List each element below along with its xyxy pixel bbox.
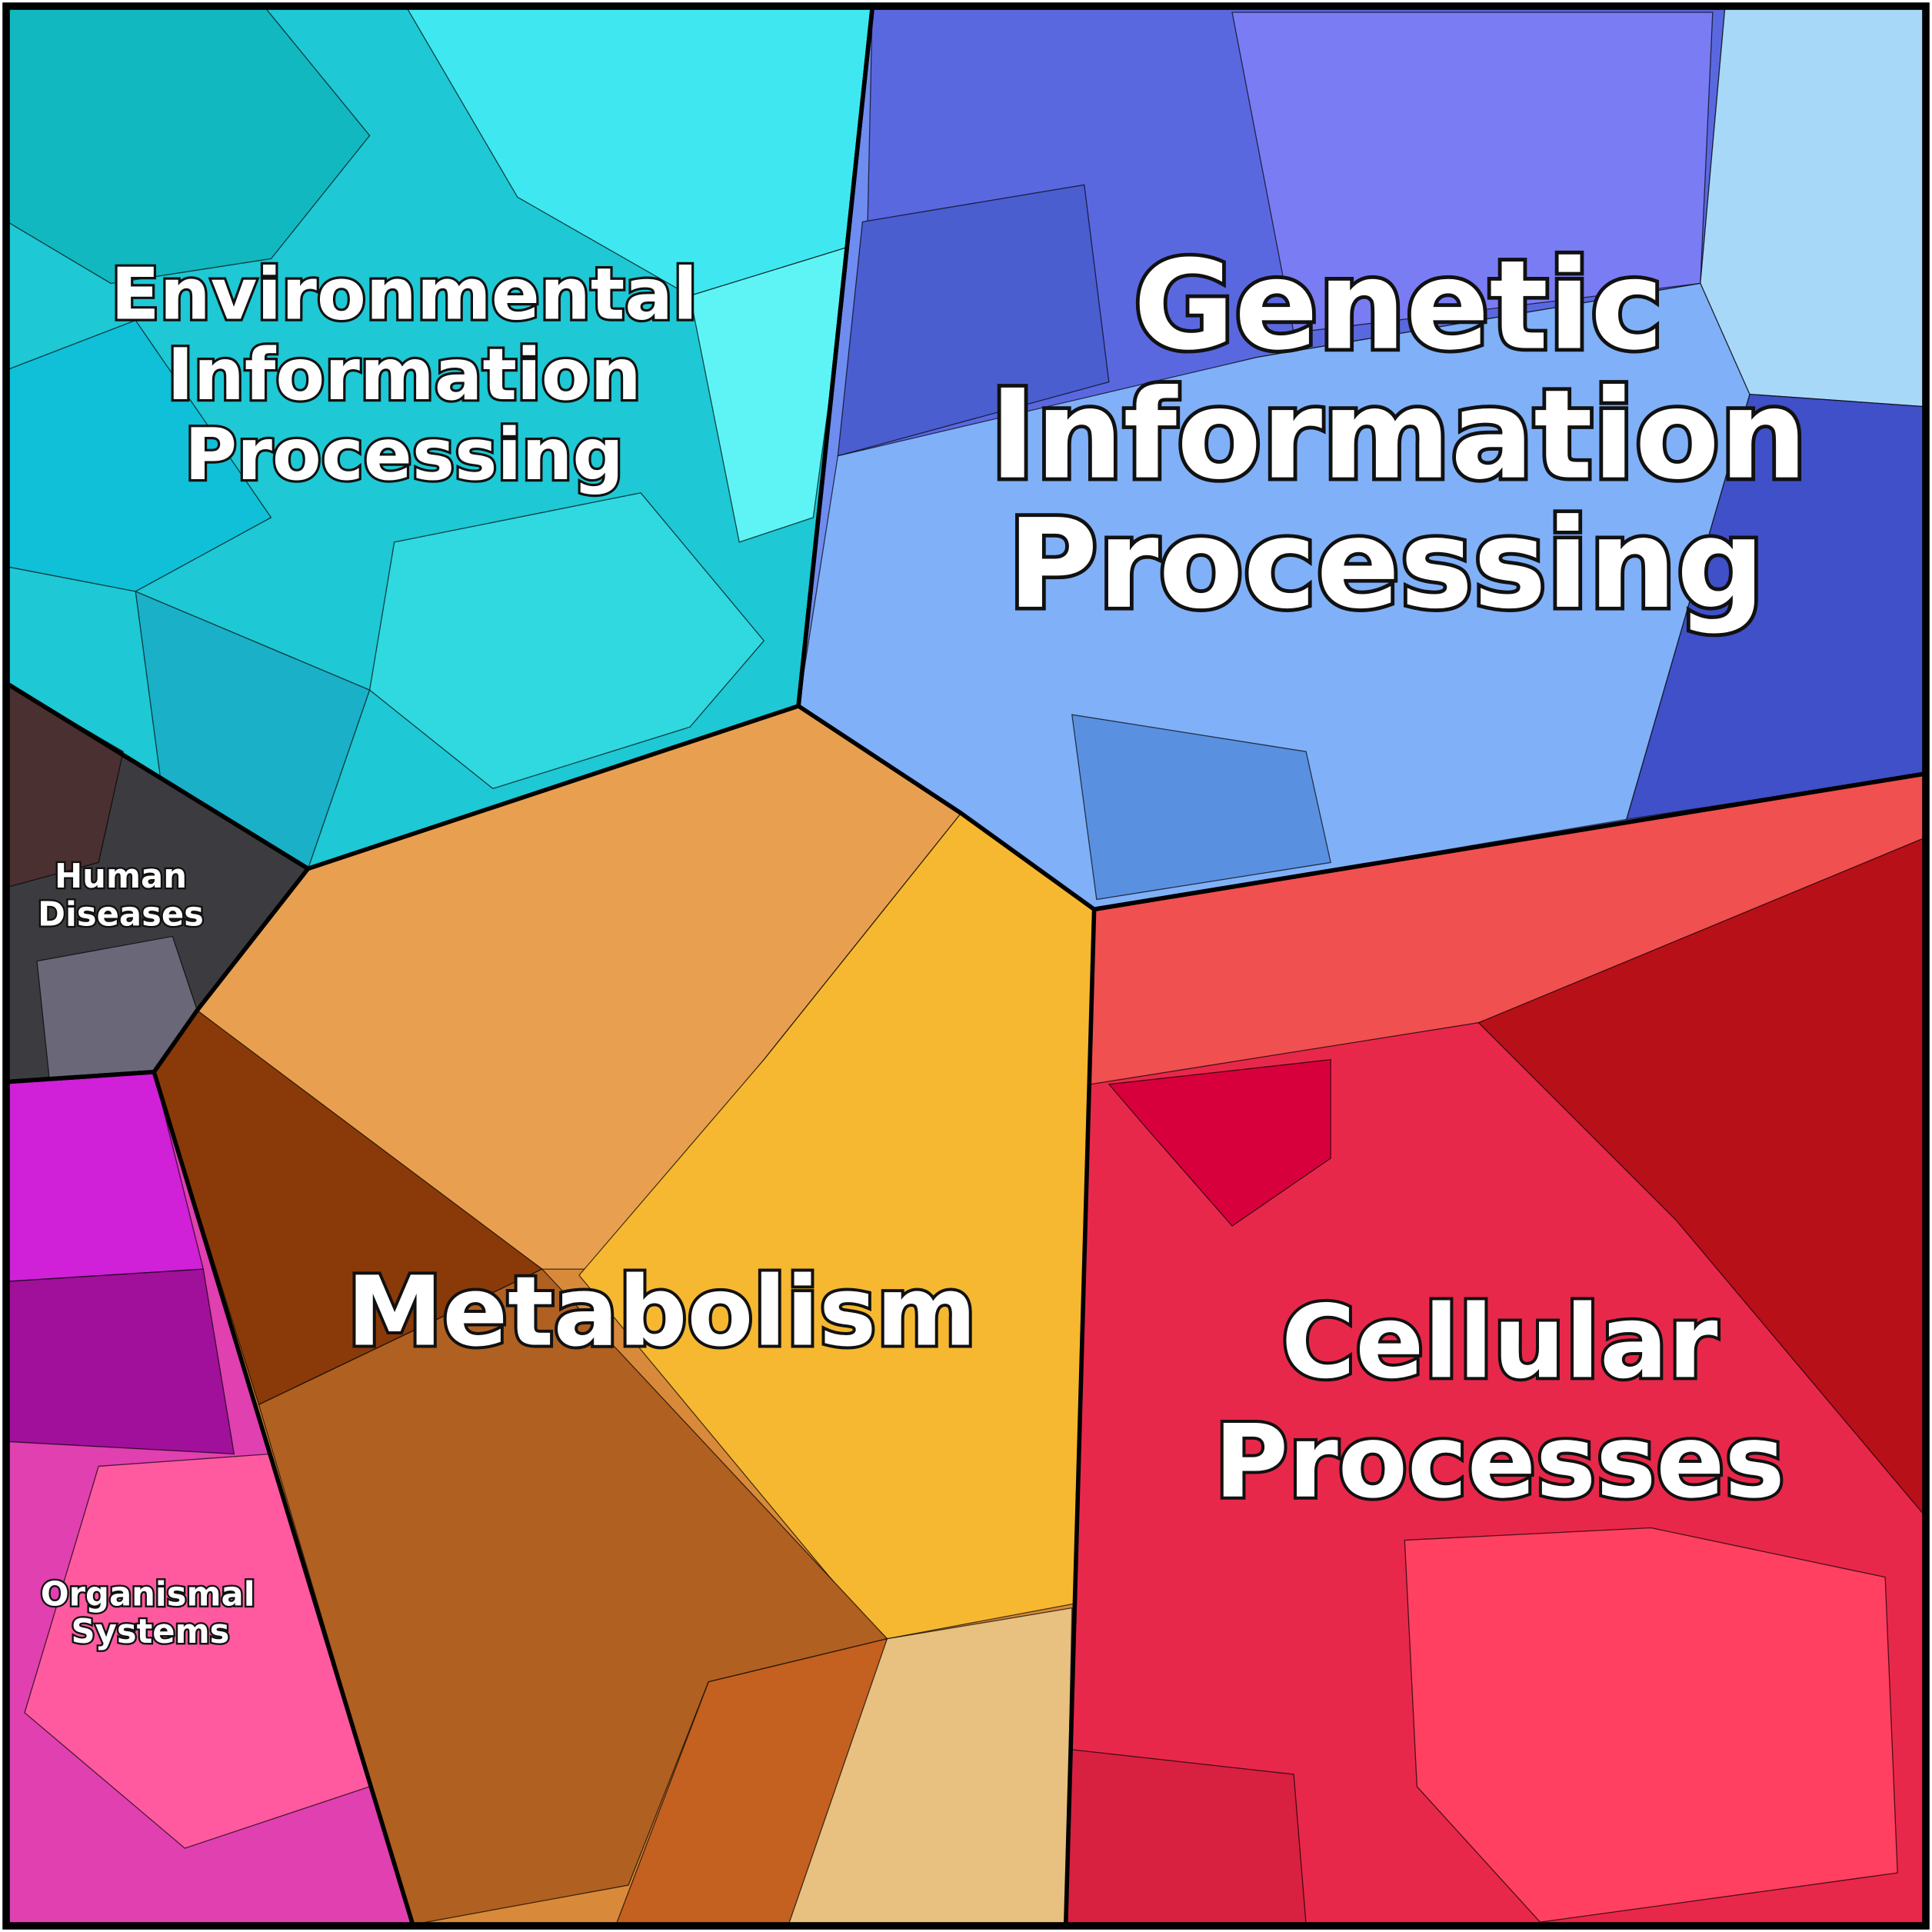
- environmental-region: [6, 6, 873, 870]
- region-label: Processing: [185, 413, 624, 496]
- human-diseases-region: [6, 682, 309, 1083]
- region-label: Human: [55, 858, 187, 896]
- region-label: Organismal: [41, 1576, 255, 1614]
- region-label: Diseases: [38, 895, 204, 934]
- region-label: Genetic: [1134, 233, 1664, 377]
- region-label: Processes: [1214, 1403, 1785, 1521]
- region-label: Processing: [1008, 492, 1764, 636]
- organismal-region: [6, 1071, 414, 1926]
- region-label: Metabolism: [347, 1256, 977, 1367]
- region-label: Information: [167, 333, 641, 416]
- metabolism-region: [153, 705, 1095, 1926]
- region-label: Environmental: [111, 253, 698, 336]
- cellular-region: [1065, 773, 1926, 1926]
- region-label: Information: [990, 363, 1807, 507]
- region-label: Cellular: [1281, 1283, 1718, 1401]
- region-label: Systems: [71, 1613, 229, 1651]
- labels: Environmental Information Processing Gen…: [36, 230, 1811, 1654]
- genetic-region: [798, 6, 1926, 910]
